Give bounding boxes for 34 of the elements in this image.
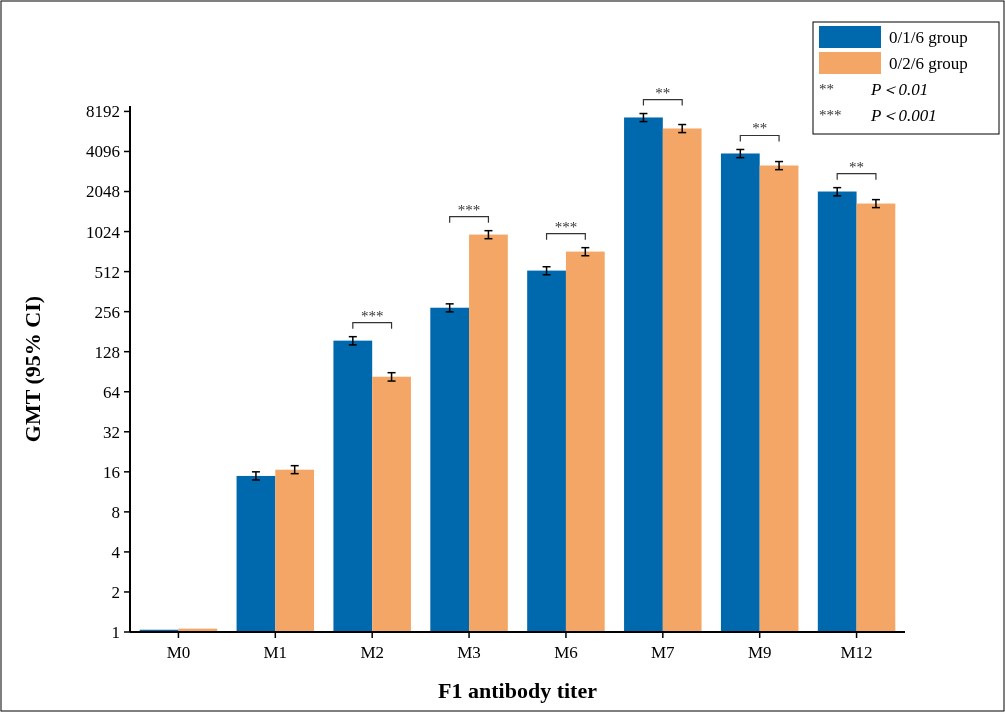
text: *** P＜0.001 <box>819 105 937 125</box>
legend-label: 0/1/6 group <box>889 27 968 47</box>
y-tick-label: 64 <box>103 382 121 402</box>
y-tick-label: 2048 <box>86 182 120 202</box>
x-tick-label: M6 <box>554 643 578 662</box>
text: ** P＜0.01 <box>819 79 929 99</box>
x-tick-label: M9 <box>747 643 772 662</box>
y-tick-label: 512 <box>94 262 120 282</box>
y-tick-label: 1 <box>111 622 120 642</box>
y-axis-title: GMT (95% CI) <box>20 295 45 443</box>
y-tick-label: 4096 <box>86 142 120 162</box>
annotation: *** <box>554 218 578 235</box>
annotation: *** <box>457 201 481 218</box>
y-tick-label: 256 <box>94 302 120 322</box>
y-tick-label: 2 <box>111 582 120 602</box>
x-axis-title: F1 antibody titer <box>438 678 598 703</box>
y-tick-label: 8192 <box>86 102 120 122</box>
y-tick-label: 4 <box>111 542 121 562</box>
x-tick-label: M3 <box>457 643 481 662</box>
y-tick-label: 8 <box>111 502 120 522</box>
x-tick-label: M7 <box>651 643 676 662</box>
x-tick-label: M2 <box>360 643 384 662</box>
x-tick-label: M0 <box>166 643 191 662</box>
y-tick-label: 128 <box>94 342 120 362</box>
annotation: ** <box>849 158 865 175</box>
text: ** <box>655 84 671 101</box>
y-tick-label: 32 <box>103 422 120 442</box>
annotation: *** <box>360 307 384 324</box>
y-tick-label: 16 <box>103 462 120 482</box>
x-tick-label: M12 <box>840 643 873 662</box>
annotation: ** <box>752 120 768 137</box>
x-tick-label: M1 <box>263 643 288 662</box>
legend-label: 0/2/6 group <box>889 53 968 73</box>
y-tick-label: 1024 <box>86 222 121 242</box>
